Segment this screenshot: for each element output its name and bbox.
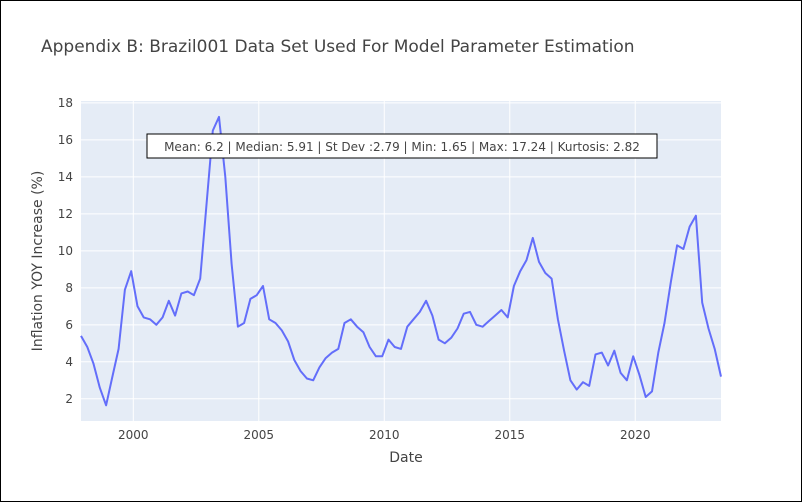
stats-annotation: Mean: 6.2 | Median: 5.91 | St Dev :2.79 … — [146, 133, 658, 159]
x-tick-label: 2015 — [494, 428, 525, 442]
series-line — [80, 115, 722, 407]
y-tick-label: 10 — [58, 244, 73, 258]
x-axis-title: Date — [389, 450, 422, 466]
y-tick-labels: 2 4 6 8 10 12 14 16 18 — [58, 96, 73, 406]
y-axis-title: Inflation YOY Increase (%) — [30, 171, 46, 352]
series-layer — [80, 115, 722, 407]
y-tick-label: 12 — [58, 207, 73, 221]
y-tick-label: 6 — [65, 318, 73, 332]
y-tick-label: 16 — [58, 133, 73, 147]
x-tick-label: 2005 — [244, 428, 275, 442]
annotation-text: Mean: 6.2 | Median: 5.91 | St Dev :2.79 … — [164, 140, 640, 154]
y-tick-label: 2 — [65, 392, 73, 406]
x-tick-label: 2000 — [118, 428, 149, 442]
y-tick-label: 18 — [58, 96, 73, 110]
y-tick-label: 8 — [65, 281, 73, 295]
y-tick-label: 14 — [58, 170, 73, 184]
x-tick-labels: 2000 2005 2010 2015 2020 — [118, 428, 651, 442]
chart-title: Appendix B: Brazil001 Data Set Used For … — [41, 37, 635, 57]
x-tick-label: 2010 — [369, 428, 400, 442]
y-tick-label: 4 — [65, 355, 73, 369]
annotation-box — [146, 133, 658, 159]
x-tick-label: 2020 — [620, 428, 651, 442]
